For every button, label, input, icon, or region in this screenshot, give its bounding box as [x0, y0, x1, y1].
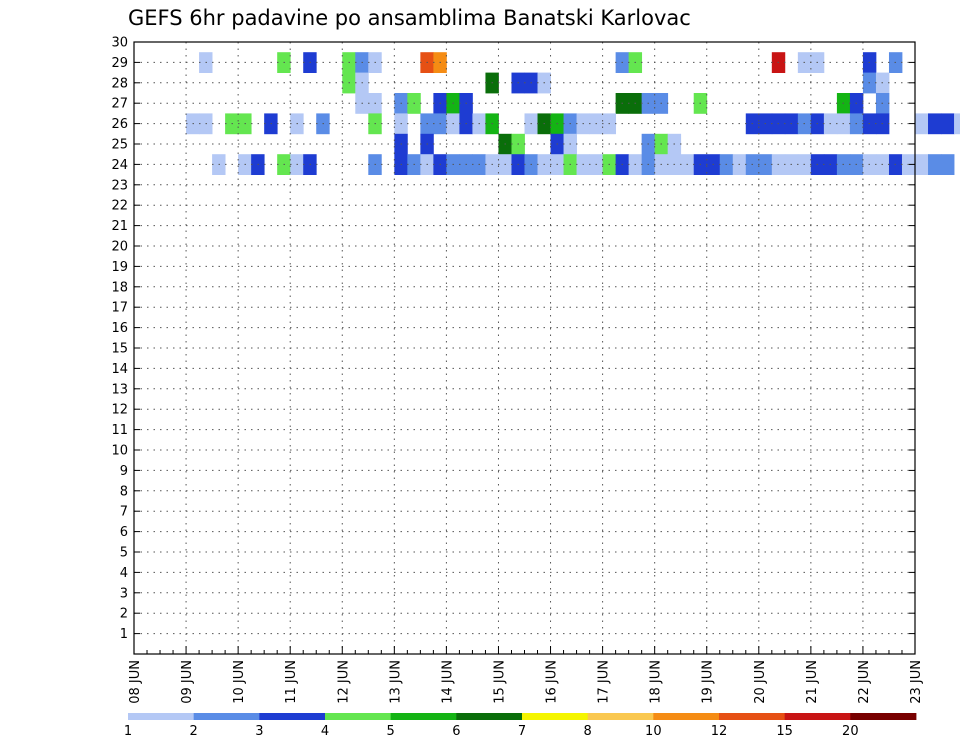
- legend-swatch: [325, 713, 392, 720]
- x-tick-label: 14 JUN: [440, 660, 455, 704]
- legend-swatch: [456, 713, 523, 720]
- y-tick-label: 18: [111, 280, 128, 295]
- y-tick-label: 22: [111, 199, 128, 214]
- legend-swatch: [193, 713, 260, 720]
- x-tick-label: 08 JUN: [128, 660, 143, 704]
- x-tick-label: 20 JUN: [753, 660, 768, 704]
- x-tick-label: 10 JUN: [232, 660, 247, 704]
- legend-swatch: [128, 713, 195, 720]
- y-tick-label: 26: [111, 117, 128, 132]
- chart-title: GEFS 6hr padavine po ansamblima Banatski…: [128, 6, 691, 30]
- x-tick-label: 16 JUN: [545, 660, 560, 704]
- y-tick-label: 2: [120, 607, 128, 622]
- heatmap-cell: [941, 113, 955, 135]
- legend-swatch: [522, 713, 589, 720]
- y-tick-label: 9: [120, 464, 128, 479]
- y-tick-label: 29: [111, 56, 128, 71]
- legend-label: 15: [776, 724, 793, 739]
- x-axis-ticks: 08 JUN 09 JUN 10 JUN 11 JUN 12 JUN 13 JUN 14 J…: [128, 646, 924, 704]
- y-tick-label: 14: [111, 362, 128, 377]
- y-tick-label: 11: [111, 423, 128, 438]
- y-tick-label: 25: [111, 138, 128, 153]
- legend-swatch: [784, 713, 851, 720]
- x-tick-label: 19 JUN: [701, 660, 716, 704]
- y-tick-label: 3: [120, 586, 128, 601]
- legend-label: 1: [124, 724, 132, 739]
- legend-label: 12: [711, 724, 728, 739]
- y-tick-label: 24: [111, 158, 128, 173]
- legend-swatch: [653, 713, 720, 720]
- x-tick-label: 21 JUN: [805, 660, 820, 704]
- x-tick-label: 12 JUN: [336, 660, 351, 704]
- legend-swatch: [390, 713, 457, 720]
- legend-swatch: [850, 713, 917, 720]
- color-legend: 1 2 3 4 5 6 7 8 10 12 15 20: [124, 713, 917, 739]
- x-tick-label: 18 JUN: [649, 660, 664, 704]
- y-axis-ticks: 1234567891011121314151617181920212223242…: [111, 36, 915, 642]
- y-tick-label: 13: [111, 382, 128, 397]
- y-tick-label: 1: [120, 627, 128, 642]
- x-tick-label: 23 JUN: [909, 660, 924, 704]
- y-tick-label: 16: [111, 321, 128, 336]
- legend-label: 4: [321, 724, 329, 739]
- y-tick-label: 8: [120, 484, 128, 499]
- legend-label: 5: [387, 724, 395, 739]
- heatmap-cells: [186, 52, 960, 175]
- y-tick-label: 19: [111, 260, 128, 275]
- heatmap-cell: [915, 154, 929, 175]
- legend-label: 3: [255, 724, 263, 739]
- heatmap-cell: [928, 154, 942, 175]
- legend-label: 6: [452, 724, 460, 739]
- heatmap-cell: [915, 113, 929, 135]
- x-tick-label: 22 JUN: [857, 660, 872, 704]
- x-tick-label: 11 JUN: [284, 660, 299, 704]
- y-tick-label: 5: [120, 546, 128, 561]
- y-tick-label: 6: [120, 525, 128, 540]
- y-tick-label: 30: [111, 36, 128, 51]
- x-tick-label: 15 JUN: [492, 660, 507, 704]
- y-tick-label: 10: [111, 444, 128, 459]
- y-tick-label: 4: [120, 566, 128, 581]
- y-tick-label: 27: [111, 97, 128, 112]
- y-tick-label: 23: [111, 178, 128, 193]
- heatmap-cell: [928, 113, 942, 135]
- legend-label: 10: [645, 724, 662, 739]
- x-tick-label: 09 JUN: [180, 660, 195, 704]
- x-tick-label: 17 JUN: [597, 660, 612, 704]
- heatmap-cell: [954, 113, 960, 135]
- grid-lines: [134, 42, 915, 654]
- y-tick-label: 17: [111, 301, 128, 316]
- y-tick-label: 15: [111, 342, 128, 357]
- y-tick-label: 21: [111, 219, 128, 234]
- legend-swatch: [719, 713, 786, 720]
- y-tick-label: 28: [111, 76, 128, 91]
- legend-label: 8: [584, 724, 592, 739]
- legend-label: 7: [518, 724, 526, 739]
- legend-label: 2: [190, 724, 198, 739]
- y-tick-label: 7: [120, 505, 128, 520]
- legend-swatch: [587, 713, 654, 720]
- x-tick-label: 13 JUN: [388, 660, 403, 704]
- legend-label: 20: [842, 724, 859, 739]
- heatmap-cell: [941, 154, 955, 175]
- y-tick-label: 12: [111, 403, 128, 418]
- legend-swatch: [259, 713, 326, 720]
- y-tick-label: 20: [111, 240, 128, 255]
